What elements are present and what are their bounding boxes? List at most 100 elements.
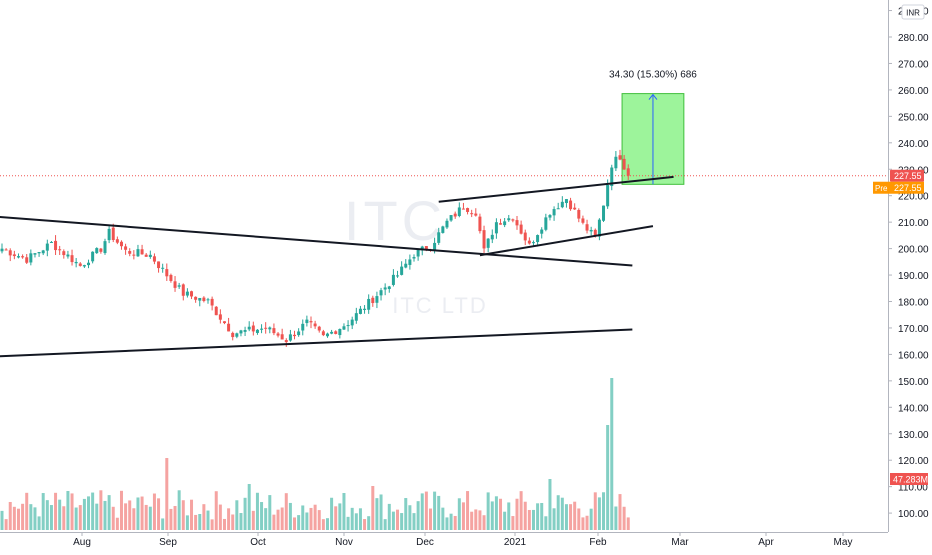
candle-body [12, 254, 16, 257]
candle-body [313, 323, 317, 327]
candle [383, 283, 387, 296]
candle-body [181, 284, 185, 296]
volume-value: 47.283M [893, 475, 928, 485]
candle-body [573, 207, 577, 210]
candle [486, 238, 490, 253]
price-tick-label: 160.00 [898, 350, 929, 361]
volume-bar [227, 508, 231, 530]
currency-badge-box[interactable] [901, 4, 925, 20]
volume-bar [235, 500, 239, 530]
candle-body [41, 250, 45, 254]
volume-bar [194, 514, 198, 530]
volume-bar [499, 498, 503, 530]
currency-badge[interactable]: INR [901, 4, 925, 20]
volume-bar [523, 501, 527, 530]
candle [99, 247, 103, 254]
candle [247, 321, 251, 332]
candle-body [280, 334, 284, 340]
volume-bar [602, 492, 606, 530]
volume-bar [239, 513, 243, 530]
candle [338, 328, 342, 339]
volume-bar [91, 492, 95, 530]
candle-body [560, 201, 564, 208]
candle [626, 164, 630, 180]
volume-bar [626, 517, 630, 530]
candle-body [206, 299, 210, 301]
candle [437, 227, 441, 245]
candle [544, 213, 548, 232]
volume-bar [540, 502, 544, 530]
candle-body [350, 319, 354, 326]
candle-body [494, 222, 498, 234]
price-tick-label: 110.00 [898, 483, 928, 494]
volume-bar [21, 503, 25, 530]
candle-body [391, 274, 395, 285]
volume-bar [383, 519, 387, 530]
volume-bar [0, 510, 4, 530]
volume-bar [54, 492, 58, 530]
candle [185, 288, 189, 298]
candle-body [371, 297, 375, 304]
time-tick-label: Dec [416, 537, 434, 548]
trendline[interactable] [0, 215, 633, 267]
volume-bar [165, 458, 169, 530]
candle [346, 320, 350, 332]
candle [243, 326, 247, 336]
candle-body [379, 290, 383, 296]
candle-body [383, 287, 387, 290]
volume-bar [503, 511, 507, 530]
volume-bar [391, 511, 395, 530]
volume-bar [301, 505, 305, 530]
trendline[interactable] [438, 175, 674, 203]
volume-bar [614, 506, 618, 530]
volume-bar [87, 496, 91, 530]
candle-body [54, 240, 58, 251]
time-tick-label: 2021 [504, 537, 527, 548]
trendline[interactable] [0, 328, 633, 358]
price-axis-panel [888, 0, 932, 550]
volume-bar [305, 512, 309, 530]
candle [515, 215, 519, 230]
candle-body [346, 325, 350, 327]
candle-body [412, 257, 416, 259]
candle [214, 306, 218, 316]
candle [111, 223, 115, 243]
trendline-layer[interactable] [0, 175, 674, 358]
candle [330, 329, 334, 335]
volume-bar [577, 508, 581, 530]
volume-bar [420, 493, 424, 530]
time-tick-label: Feb [589, 537, 607, 548]
volume-bar [136, 497, 140, 530]
candle-body [499, 223, 503, 225]
candle [379, 287, 383, 301]
candle [260, 324, 264, 334]
candle [280, 328, 284, 340]
time-tick-label: Mar [671, 537, 689, 548]
pre-market-box [890, 181, 924, 194]
candle-body [95, 248, 99, 254]
candle [4, 248, 8, 251]
candle-body [445, 220, 449, 228]
last-price-box [890, 169, 924, 182]
candle [404, 259, 408, 269]
volume-bar [255, 492, 259, 530]
volume-bar [330, 497, 334, 530]
volume-bar [486, 492, 490, 530]
volume-bar [396, 509, 400, 530]
volume-bar [428, 508, 432, 530]
candle-body [173, 281, 177, 288]
trendline[interactable] [479, 225, 654, 257]
volume-bar [251, 510, 255, 530]
candle-body [4, 249, 8, 251]
volume-bar [107, 495, 111, 530]
volume-bar [45, 500, 49, 530]
candle-body [556, 208, 560, 210]
volume-bar [544, 516, 548, 530]
volume-bar [12, 506, 16, 530]
candle [560, 196, 564, 209]
candle [218, 309, 222, 324]
volume-bar [313, 504, 317, 530]
candle-body [29, 253, 33, 263]
